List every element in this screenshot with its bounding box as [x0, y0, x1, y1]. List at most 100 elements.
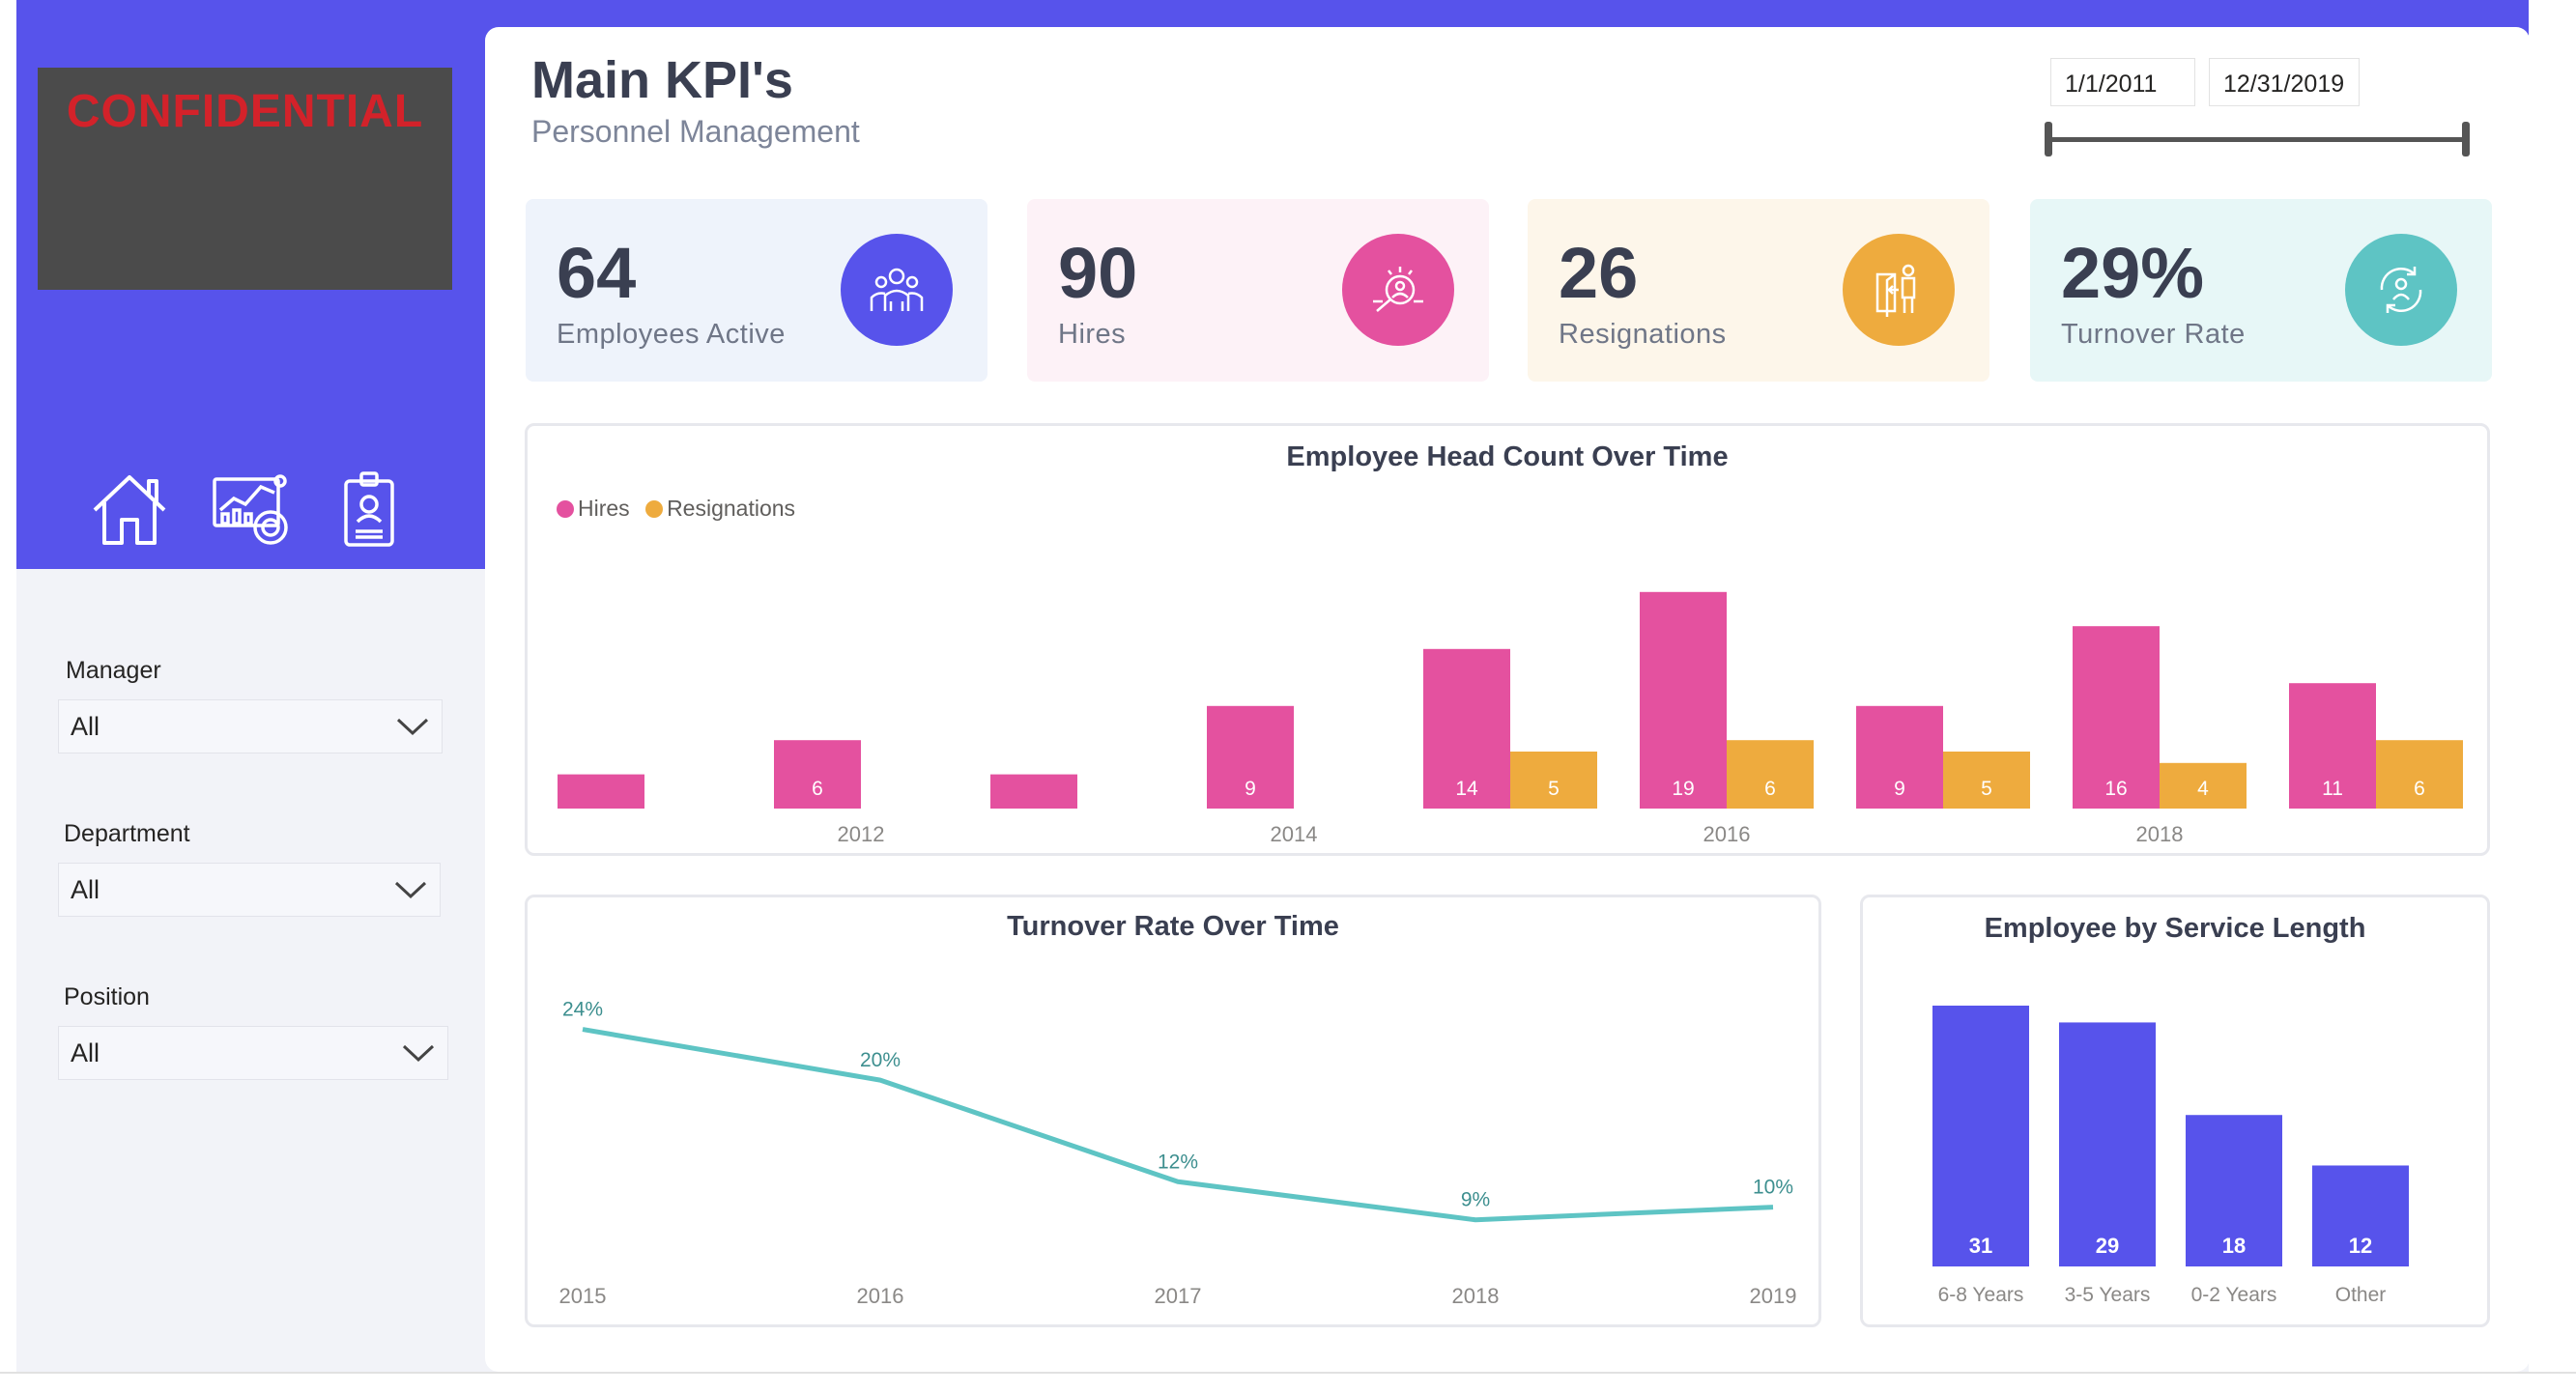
resignations-bar-2018 [2160, 762, 2247, 809]
resignations-bar-2019 [2376, 740, 2463, 809]
chevron-down-icon [396, 718, 429, 736]
hires-value-label-2016: 19 [1672, 778, 1694, 800]
service-length-chart-card: Employee by Service Length 31 6-8 Years 29… [1860, 895, 2490, 1327]
x-tick-label-2015: 2015 [559, 1284, 607, 1308]
kpi-value: 64 [557, 233, 637, 313]
kpi-icon-circle [841, 234, 953, 346]
turnover-chart-title: Turnover Rate Over Time [1007, 911, 1339, 942]
x-tick-label-2016: 2016 [857, 1284, 904, 1308]
kpi-card-hires: 90 Hires [1027, 199, 1489, 382]
kpi-card-turnover-rate: 29% Turnover Rate [2030, 199, 2492, 382]
turnover-chart-card: Turnover Rate Over Time 24% 2015 20% 2016 12… [525, 895, 1821, 1327]
headcount-chart-title: Employee Head Count Over Time [1286, 441, 1729, 472]
date-range-slider[interactable] [2048, 137, 2466, 142]
kpi-label: Turnover Rate [2061, 319, 2246, 350]
date-slider-end-handle[interactable] [2462, 122, 2470, 156]
manager-dropdown-value: All [71, 712, 100, 741]
bottom-divider [0, 1372, 2576, 1374]
manager-dropdown[interactable]: All [58, 699, 443, 753]
recruit-search-icon [1373, 267, 1423, 312]
confidential-label: CONFIDENTIAL [66, 86, 424, 137]
hires-bar-2011 [558, 774, 644, 809]
x-tick-label-0-2 Years: 0-2 Years [2191, 1284, 2277, 1306]
position-filter-label: Position [64, 983, 150, 1010]
exit-door-icon [1875, 264, 1916, 317]
resignations-bar-2016 [1727, 740, 1814, 809]
kpi-label: Resignations [1559, 319, 1727, 350]
turnover-value-label-2015: 24% [562, 999, 603, 1021]
end-date-input[interactable]: 12/31/2019 [2209, 58, 2360, 106]
service-value-label-3-5 Years: 29 [2096, 1234, 2119, 1258]
headcount-chart-card: Employee Head Count Over Time Hires Resi… [525, 423, 2490, 856]
kpi-icon-circle [1843, 234, 1955, 346]
resignations-value-label-2015: 5 [1548, 778, 1560, 800]
service-value-label-6-8 Years: 31 [1969, 1234, 1992, 1258]
service-bar-6-8 Years [1932, 1006, 2029, 1266]
chevron-down-icon [394, 881, 427, 899]
service-length-chart-title: Employee by Service Length [1984, 913, 2366, 944]
legend-label-resignations: Resignations [667, 496, 796, 521]
hires-value-label-2012: 6 [812, 778, 823, 800]
id-badge-icon[interactable] [340, 471, 398, 549]
turnover-chart: 24% 2015 20% 2016 12% 2017 9% 2018 10% 2019 [559, 999, 1797, 1308]
page-subtitle: Personnel Management [531, 114, 860, 149]
service-length-chart: 31 6-8 Years 29 3-5 Years 18 0-2 Years 12 Other [1932, 1006, 2409, 1306]
chevron-down-icon [402, 1044, 435, 1063]
legend-item-hires[interactable]: Hires [557, 496, 630, 522]
service-bar-0-2 Years [2186, 1115, 2282, 1266]
hires-bar-2018 [2073, 626, 2160, 809]
analytics-icon[interactable] [211, 471, 296, 549]
resignations-value-label-2019: 6 [2414, 778, 2425, 800]
hires-value-label-2014: 9 [1245, 778, 1256, 800]
start-date-input[interactable]: 1/1/2011 [2050, 58, 2195, 106]
legend-item-resignations[interactable]: Resignations [645, 496, 795, 522]
headcount-legend: Hires Resignations [557, 496, 805, 522]
turnover-value-label-2016: 20% [860, 1049, 901, 1071]
kpi-value: 26 [1559, 233, 1639, 313]
hires-bar-2019 [2289, 683, 2376, 809]
kpi-icon-circle [2345, 234, 2457, 346]
cycle-person-icon [2380, 267, 2422, 313]
date-slider-start-handle[interactable] [2045, 122, 2052, 156]
hires-bar-2016 [1640, 591, 1727, 809]
x-tick-label-Other: Other [2335, 1284, 2387, 1306]
turnover-line [582, 1027, 1774, 1223]
x-tick-label-2018: 2018 [1452, 1284, 1500, 1308]
legend-dot-hires [557, 500, 574, 518]
service-bar-3-5 Years [2059, 1022, 2156, 1266]
resignations-value-label-2018: 4 [2197, 778, 2209, 800]
resignations-value-label-2016: 6 [1764, 778, 1776, 800]
service-value-label-0-2 Years: 18 [2222, 1234, 2246, 1258]
legend-label-hires: Hires [578, 496, 630, 521]
turnover-value-label-2018: 9% [1461, 1189, 1490, 1211]
kpi-card-resignations: 26 Resignations [1528, 199, 1989, 382]
x-tick-label-2012: 2012 [838, 822, 885, 846]
hires-bar-2012 [774, 740, 861, 809]
x-tick-label-2018: 2018 [2136, 822, 2184, 846]
position-dropdown[interactable]: All [58, 1026, 448, 1080]
legend-dot-resignations [645, 500, 664, 518]
department-filter-label: Department [64, 820, 190, 847]
service-bar-Other [2312, 1165, 2409, 1266]
department-dropdown[interactable]: All [58, 863, 441, 917]
hires-bar-2013 [990, 774, 1077, 809]
home-icon[interactable] [89, 471, 170, 549]
x-tick-label-6-8 Years: 6-8 Years [1938, 1284, 2024, 1306]
x-tick-label-3-5 Years: 3-5 Years [2065, 1284, 2151, 1306]
resignations-bar-2017 [1943, 752, 2030, 809]
manager-filter-label: Manager [66, 657, 161, 684]
kpi-card-employees-active: 64 Employees Active [526, 199, 987, 382]
x-tick-label-2016: 2016 [1703, 822, 1751, 846]
hires-bar-2014 [1207, 705, 1294, 809]
kpi-label: Hires [1058, 319, 1127, 350]
x-tick-label-2019: 2019 [1750, 1284, 1797, 1308]
confidential-banner: CONFIDENTIAL [38, 68, 452, 290]
hires-value-label-2019: 11 [2322, 778, 2343, 800]
turnover-value-label-2017: 12% [1158, 1151, 1198, 1173]
resignations-bar-2015 [1510, 752, 1597, 809]
turnover-value-label-2019: 10% [1753, 1177, 1793, 1199]
hires-bar-2015 [1423, 648, 1510, 809]
hires-bar-2017 [1856, 705, 1943, 809]
kpi-value: 90 [1058, 233, 1138, 313]
x-tick-label-2014: 2014 [1271, 822, 1318, 846]
